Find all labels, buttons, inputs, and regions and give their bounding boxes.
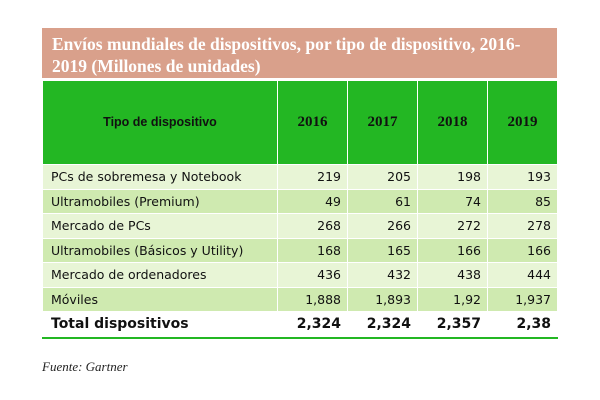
cell-value: 198 [417,164,488,190]
cell-value: 266 [347,213,418,239]
table-row: Mercado de ordenadores 436 432 438 444 [42,262,558,288]
cell-value: 278 [487,213,558,239]
total-value: 2,38 [487,311,558,339]
cell-value: 272 [417,213,488,239]
cell-value: 444 [487,262,558,288]
cell-value: 436 [277,262,348,288]
cell-value: 193 [487,164,558,190]
cell-value: 74 [417,188,488,214]
cell-value: 438 [417,262,488,288]
table-row: Ultramobiles (Básicos y Utility) 168 165… [42,237,558,263]
cell-value: 85 [487,188,558,214]
cell-value: 1,893 [347,286,418,312]
total-value: 2,357 [417,311,488,339]
row-label: Móviles [42,286,278,312]
total-value: 2,324 [347,311,418,339]
shipments-table: Tipo de dispositivo 2016 2017 2018 2019 … [42,80,558,339]
cell-value: 1,937 [487,286,558,312]
row-label: Mercado de ordenadores [42,262,278,288]
cell-value: 432 [347,262,418,288]
cell-value: 268 [277,213,348,239]
header-year: 2019 [487,80,558,165]
header-row: Tipo de dispositivo 2016 2017 2018 2019 [42,80,558,165]
cell-value: 61 [347,188,418,214]
cell-value: 49 [277,188,348,214]
header-year: 2016 [277,80,348,165]
table-row: PCs de sobremesa y Notebook 219 205 198 … [42,164,558,190]
table-row: Móviles 1,888 1,893 1,92 1,937 [42,286,558,312]
row-label: PCs de sobremesa y Notebook [42,164,278,190]
total-row: Total dispositivos 2,324 2,324 2,357 2,3… [42,311,558,339]
row-label: Ultramobiles (Premium) [42,188,278,214]
source-note: Fuente: Gartner [42,359,128,374]
table-row: Ultramobiles (Premium) 49 61 74 85 [42,188,558,214]
cell-value: 219 [277,164,348,190]
row-label: Ultramobiles (Básicos y Utility) [42,237,278,263]
total-value: 2,324 [277,311,348,339]
table-title: Envíos mundiales de dispositivos, por ti… [42,28,557,78]
cell-value: 205 [347,164,418,190]
header-year: 2017 [347,80,418,165]
cell-value: 166 [417,237,488,263]
header-category: Tipo de dispositivo [42,80,278,165]
header-year: 2018 [417,80,488,165]
table-row: Mercado de PCs 268 266 272 278 [42,213,558,239]
cell-value: 166 [487,237,558,263]
cell-value: 165 [347,237,418,263]
cell-value: 1,92 [417,286,488,312]
total-label: Total dispositivos [42,311,278,339]
row-label: Mercado de PCs [42,213,278,239]
cell-value: 1,888 [277,286,348,312]
cell-value: 168 [277,237,348,263]
table-container: Envíos mundiales de dispositivos, por ti… [42,28,558,339]
